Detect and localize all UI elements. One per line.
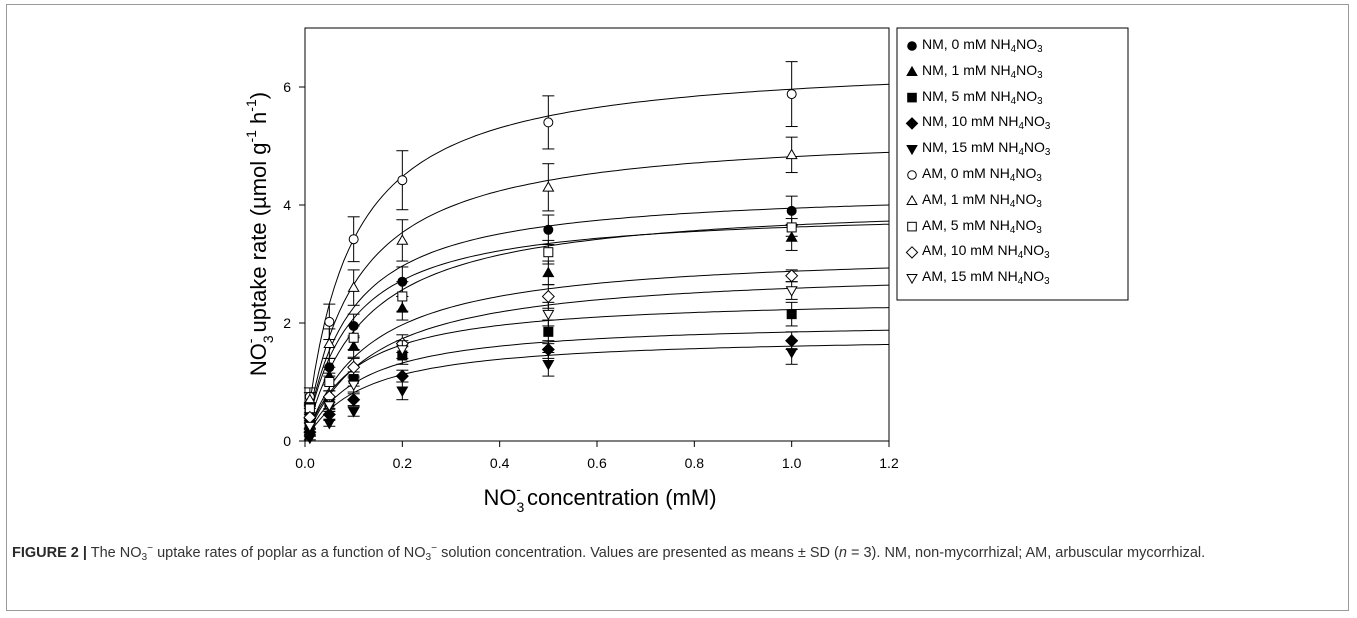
legend-symbol <box>906 194 918 205</box>
data-point <box>785 231 798 242</box>
legend-label: AM, 0 mM NH4NO3 <box>922 165 1042 184</box>
data-point <box>543 247 554 258</box>
x-tick-label: 0.8 <box>685 455 705 471</box>
legend-symbol <box>905 246 919 259</box>
legend-entry: NM, 15 mM NH4NO3 <box>922 139 1050 159</box>
fit-curve <box>304 223 890 442</box>
legend-entry: AM, 10 mM NH4NO3 <box>922 242 1050 262</box>
data-point <box>786 205 797 216</box>
x-tick-label: 1.0 <box>782 455 802 471</box>
data-point <box>542 266 555 278</box>
data-point <box>786 309 797 320</box>
figure-frame <box>6 4 1349 611</box>
data-point <box>397 291 408 302</box>
data-point <box>541 289 555 304</box>
y-tick-label: 0 <box>283 433 291 449</box>
legend-label: AM, 1 mM NH4NO3 <box>922 190 1042 210</box>
x-axis-label: NO3- concentration (mM) <box>483 481 716 515</box>
data-point <box>323 418 336 430</box>
legend-entry: AM, 15 mM NH4NO3 <box>922 268 1050 288</box>
legend-symbol <box>906 65 918 76</box>
data-point <box>323 401 336 412</box>
data-point <box>347 360 361 374</box>
legend-label: AM, 10 mM NH4NO3 <box>922 242 1050 262</box>
legend-label: NM, 0 mM NH4NO3 <box>922 36 1043 55</box>
legend-entry: AM, 0 mM NH4NO3 <box>922 165 1042 185</box>
data-point <box>785 148 798 160</box>
legend-entry: NM, 10 mM NH4NO3 <box>922 113 1050 133</box>
x-tick-label: 0.6 <box>587 455 607 471</box>
caption-label: FIGURE 2 | <box>12 545 87 561</box>
figure-caption: FIGURE 2 | The NO3− uptake rates of popl… <box>12 543 1206 563</box>
legend-symbol <box>906 274 918 285</box>
legend-label: AM, 15 mM NH4NO3 <box>922 268 1050 288</box>
data-point <box>543 224 554 235</box>
data-point <box>543 326 554 337</box>
data-point <box>303 433 316 445</box>
legend-label: NM, 15 mM NH4NO3 <box>922 139 1051 159</box>
data-point <box>786 222 797 233</box>
data-point <box>543 117 554 128</box>
y-axis-label: NO3- uptake rate (µmol g-1 h-1) <box>242 92 276 376</box>
data-point <box>348 332 359 343</box>
fit-curve <box>304 329 890 442</box>
legend-symbol <box>906 145 918 156</box>
legend-entry: NM, 1 mM NH4NO3 <box>922 62 1043 82</box>
fit-curve <box>304 284 890 442</box>
legend-label: NM, 1 mM NH4NO3 <box>922 61 1043 81</box>
x-tick-label: 0.2 <box>393 455 413 471</box>
data-point <box>303 421 316 433</box>
legend-entry: NM, 5 mM NH4NO3 <box>922 88 1043 108</box>
fit-curve <box>304 220 890 442</box>
legend-symbol <box>907 92 917 103</box>
data-point <box>348 234 359 245</box>
fit-curve <box>304 344 889 442</box>
fit-curve <box>304 151 890 442</box>
legend-label: AM, 5 mM NH4NO3 <box>922 216 1042 236</box>
data-point <box>397 175 408 186</box>
data-point <box>542 309 555 321</box>
legend-label: NM, 10 mM NH4NO3 <box>922 113 1051 133</box>
chart-svg: 0.0 0.2 0.4 0.6 0.8 1.0 1.2 0 2 4 6 NO3- concentra… <box>242 27 1129 515</box>
data-point <box>396 386 409 398</box>
legend-symbol <box>905 117 919 130</box>
data-point <box>395 369 409 383</box>
data-point <box>542 359 555 371</box>
data-point <box>347 281 360 292</box>
data-point <box>396 345 409 356</box>
legend-symbol <box>907 170 917 180</box>
plot-area-frame <box>304 27 890 442</box>
x-tick-label: 0.4 <box>490 455 510 471</box>
fit-curve <box>304 307 890 442</box>
legend-symbol <box>907 41 917 51</box>
data-point <box>347 393 361 407</box>
y-tick-label: 6 <box>283 79 291 95</box>
data-point <box>785 348 798 359</box>
data-point <box>324 316 335 327</box>
data-point <box>785 286 798 297</box>
legend-symbol <box>907 221 917 232</box>
data-point <box>347 407 360 418</box>
fit-curve <box>304 83 890 442</box>
legend-label: NM, 5 mM NH4NO3 <box>922 87 1043 107</box>
fit-curve <box>304 267 890 442</box>
legend-box <box>896 27 1129 301</box>
legend-entry: AM, 1 mM NH4NO3 <box>922 191 1042 211</box>
legend-entry: NM, 0 mM NH4NO3 <box>922 36 1043 56</box>
data-point <box>786 89 797 100</box>
x-tick-label: 0.0 <box>295 455 315 471</box>
data-point <box>396 234 409 245</box>
data-point <box>542 181 555 192</box>
data-point <box>324 377 335 387</box>
y-tick-label: 2 <box>283 315 291 331</box>
data-point <box>323 337 336 348</box>
data-point <box>347 380 360 392</box>
x-tick-label: 1.2 <box>879 455 899 471</box>
y-tick-label: 4 <box>283 197 291 213</box>
legend-entry: AM, 5 mM NH4NO3 <box>922 217 1042 237</box>
